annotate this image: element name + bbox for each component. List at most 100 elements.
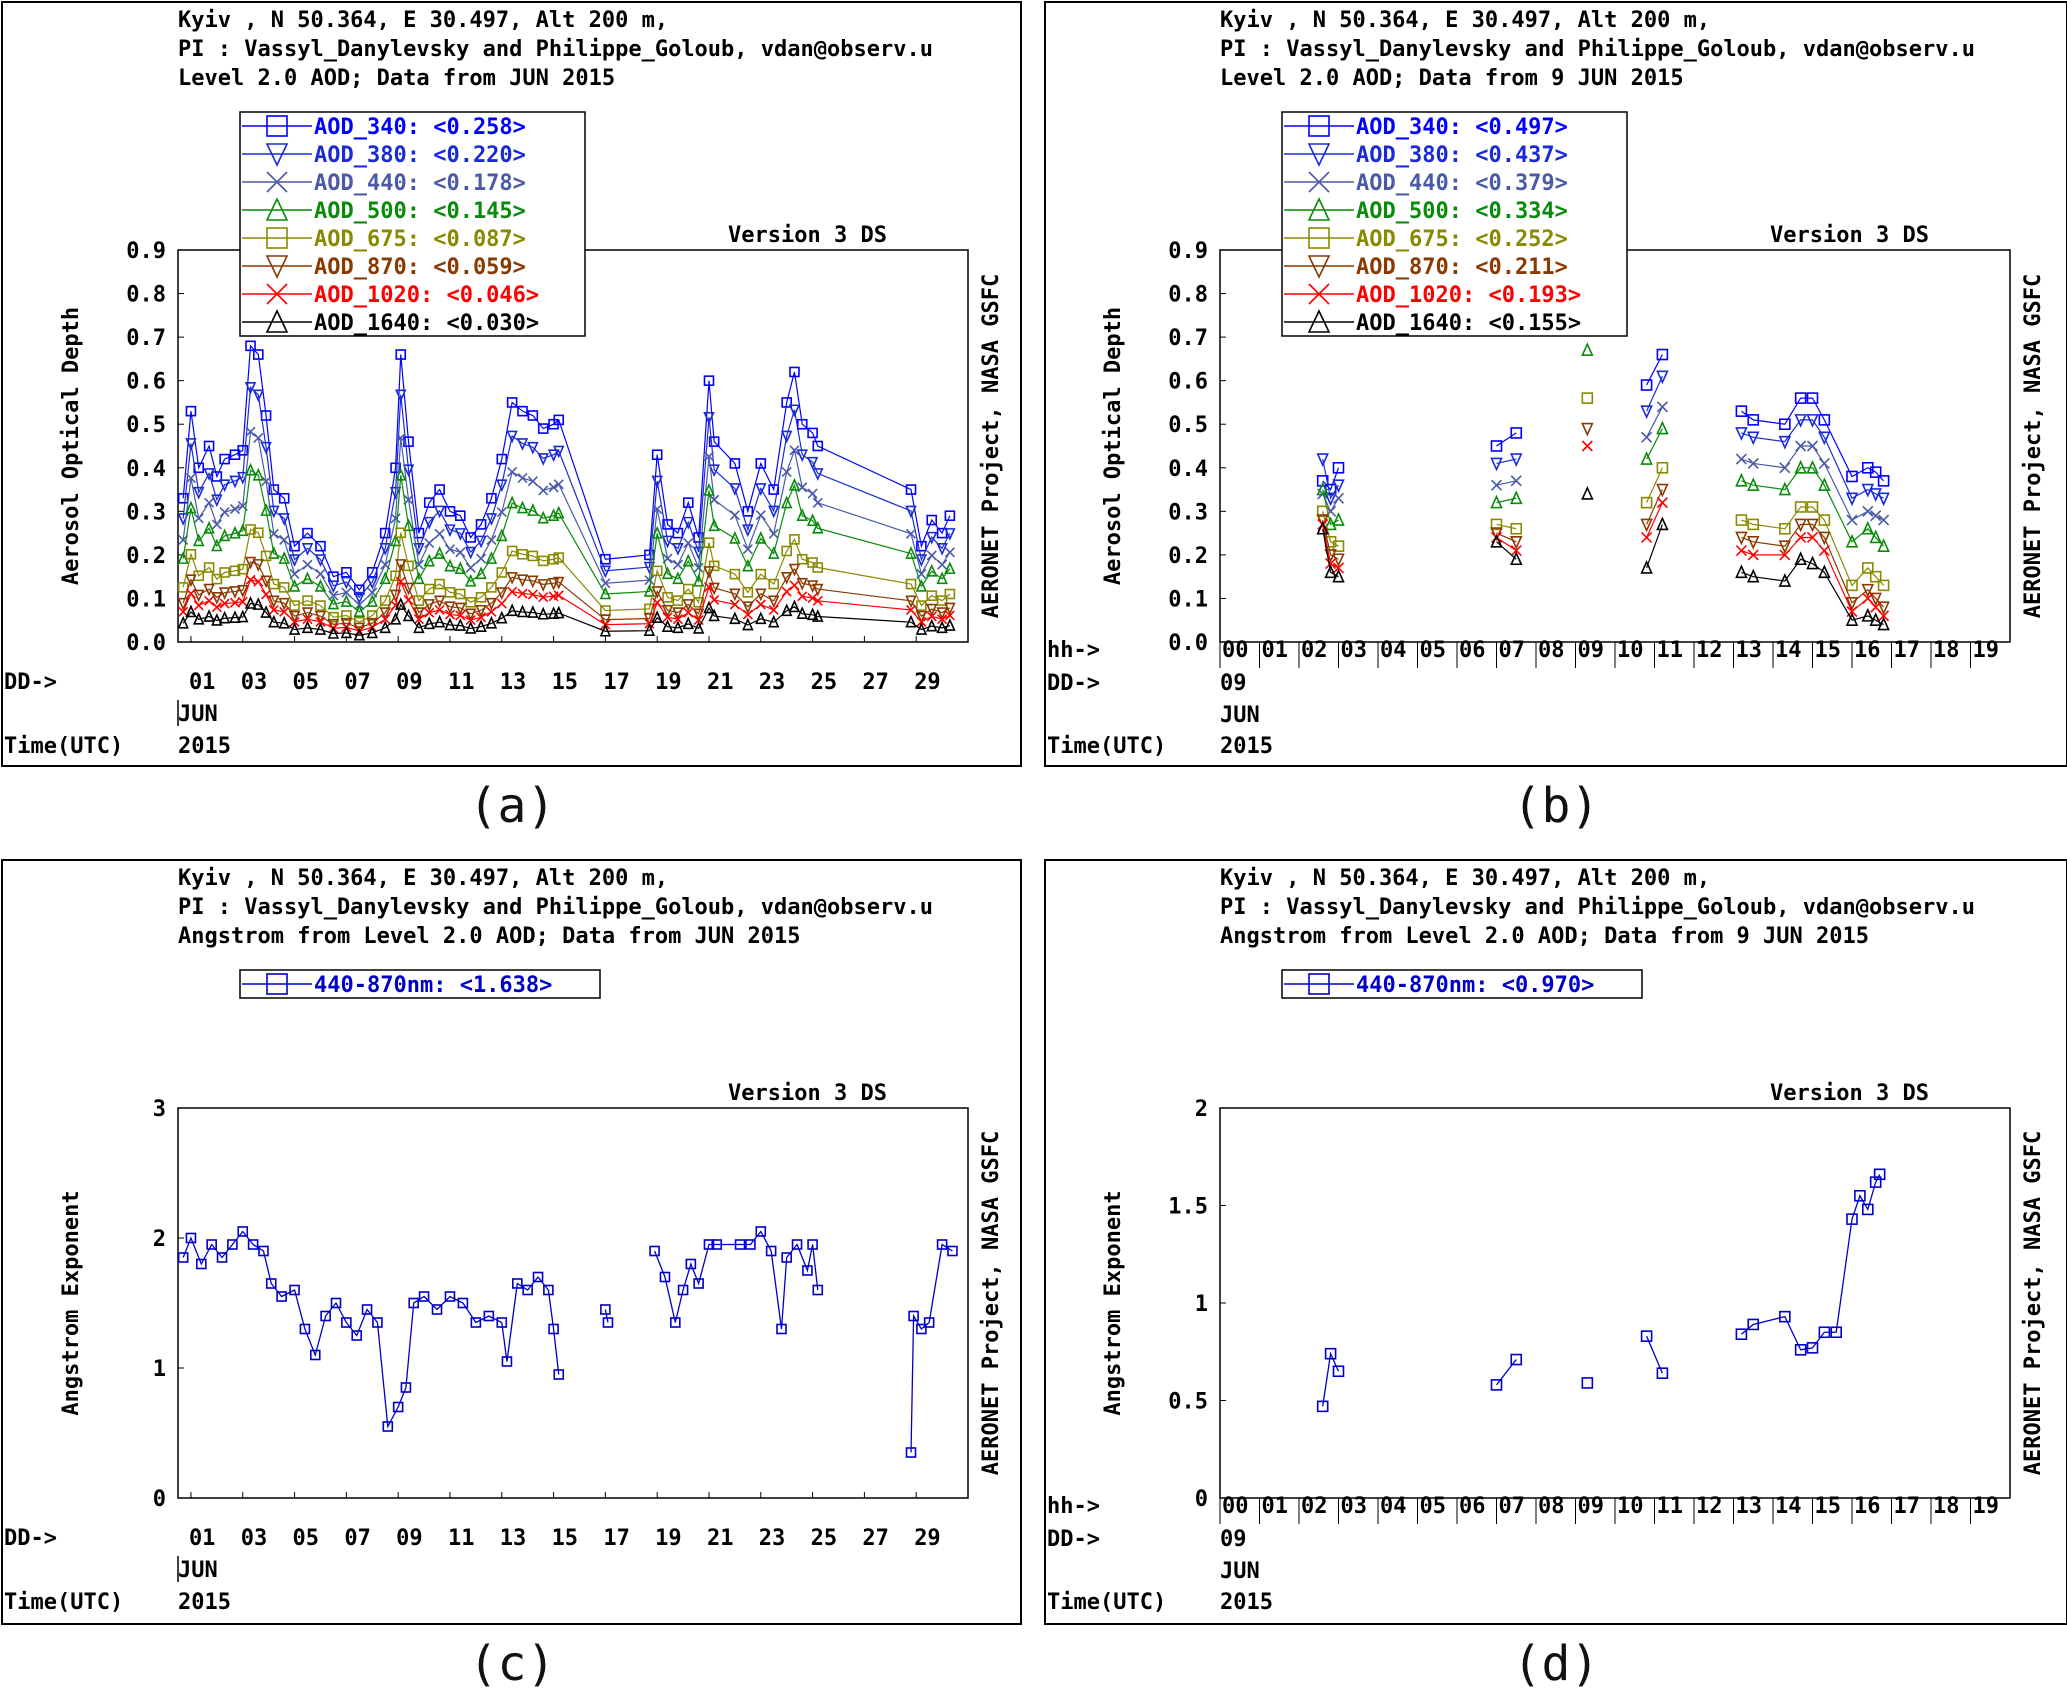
- data-point: [916, 540, 927, 552]
- data-point: [1795, 531, 1807, 544]
- data-point: [796, 508, 808, 521]
- data-point: [1640, 1330, 1653, 1342]
- data-point: [742, 506, 754, 517]
- data-point: [506, 572, 518, 585]
- data-point: [1656, 461, 1669, 474]
- data-point: [301, 607, 314, 621]
- legend-swatch-marker: [265, 255, 289, 279]
- data-point: [1806, 555, 1819, 570]
- data-point: [379, 607, 391, 621]
- month-label: JUN: [1220, 703, 1260, 728]
- data-point: [729, 510, 740, 521]
- legend-swatch-marker: [266, 973, 288, 995]
- data-point: [517, 588, 528, 599]
- data-point: [379, 595, 391, 606]
- data-point: [1747, 431, 1760, 446]
- data-point: [1747, 457, 1759, 469]
- year-label: 2015: [178, 734, 231, 759]
- data-point: [1510, 427, 1523, 439]
- data-point: [1735, 564, 1748, 579]
- data-point: [553, 590, 564, 601]
- data-point: [791, 1239, 803, 1250]
- data-point: [1510, 551, 1523, 566]
- data-point: [553, 445, 565, 459]
- data-point: [672, 607, 684, 621]
- panel-caption: (c): [469, 1636, 556, 1692]
- data-point: [444, 617, 456, 631]
- data-point: [299, 1323, 311, 1335]
- data-point: [683, 607, 694, 618]
- panel-1: Kyiv , N 50.364, E 30.497, Alt 200 m, PI …: [1044, 1, 2067, 767]
- series-line-aod_1020: [1646, 502, 1663, 538]
- legend-swatch-marker: [266, 115, 288, 137]
- series-line-aod_340: [1741, 397, 1885, 482]
- data-point: [768, 595, 780, 609]
- data-point: [1878, 514, 1890, 526]
- data-point: [742, 587, 754, 598]
- data-point: [742, 617, 754, 631]
- data-point: [192, 589, 205, 603]
- data-point: [600, 578, 611, 589]
- data-point: [301, 571, 314, 585]
- data-point: [444, 524, 456, 538]
- data-point: [796, 449, 808, 463]
- data-point: [768, 484, 780, 495]
- data-point: [537, 579, 549, 592]
- data-point: [361, 1304, 373, 1315]
- data-point: [1324, 516, 1337, 531]
- data-point: [204, 595, 215, 606]
- data-point: [423, 516, 435, 530]
- panel-caption: (a): [469, 778, 556, 834]
- data-point: [677, 1284, 689, 1296]
- data-point: [1316, 505, 1329, 518]
- y-tick-label: 0.7: [1168, 326, 1208, 351]
- data-point: [455, 610, 466, 621]
- header-text: Kyiv , N 50.364, E 30.497, Alt 200 m, PI …: [178, 866, 933, 949]
- month-label: JUN: [178, 702, 218, 727]
- data-point: [755, 458, 767, 469]
- data-point: [464, 608, 477, 622]
- x-tick-label: 13: [500, 670, 527, 695]
- data-point: [279, 606, 290, 617]
- data-point: [923, 1317, 935, 1328]
- data-point: [244, 462, 257, 476]
- header-text: Kyiv , N 50.364, E 30.497, Alt 200 m, PI …: [1220, 8, 1975, 91]
- data-point: [685, 1258, 697, 1270]
- data-point: [288, 578, 301, 592]
- header-line: Kyiv , N 50.364, E 30.497, Alt 200 m,: [1220, 8, 1710, 33]
- data-point: [812, 595, 823, 606]
- x-tick-label: 17: [1894, 1494, 1921, 1519]
- data-point: [682, 497, 694, 508]
- data-point: [682, 553, 694, 567]
- data-point: [1806, 518, 1819, 533]
- legend-entry: AOD_500: <0.334>: [1356, 199, 1568, 224]
- x-tick-label: 12: [1696, 1494, 1723, 1519]
- y-tick-label: 0.2: [126, 544, 166, 569]
- data-point: [755, 599, 766, 610]
- data-point: [755, 510, 766, 521]
- data-point: [780, 430, 793, 444]
- data-point: [1794, 518, 1807, 533]
- angstrom-line: [182, 1230, 560, 1429]
- x-tick-label: 01: [1262, 1494, 1289, 1519]
- x-tick-label: 18: [1933, 638, 1960, 663]
- data-point: [788, 477, 801, 491]
- data-point: [807, 427, 818, 439]
- x-tick-label: 00: [1222, 638, 1249, 663]
- data-point: [1806, 414, 1819, 428]
- data-point: [1735, 405, 1748, 417]
- data-point: [327, 580, 340, 594]
- data-point: [434, 528, 445, 539]
- data-point: [1747, 536, 1760, 550]
- data-point: [768, 505, 780, 519]
- version-label: Version 3 DS: [1770, 1081, 1929, 1106]
- x-tick-label: 01: [1262, 638, 1289, 663]
- data-point: [506, 603, 518, 617]
- x-tick-label: 06: [1459, 638, 1486, 663]
- x-tick-label: 05: [293, 1526, 320, 1551]
- data-point: [237, 471, 249, 485]
- side-label: AERONET Project, NASA GSFC: [2021, 1131, 2046, 1475]
- data-point: [379, 620, 391, 634]
- legend-box: [239, 111, 586, 337]
- data-point: [651, 449, 663, 461]
